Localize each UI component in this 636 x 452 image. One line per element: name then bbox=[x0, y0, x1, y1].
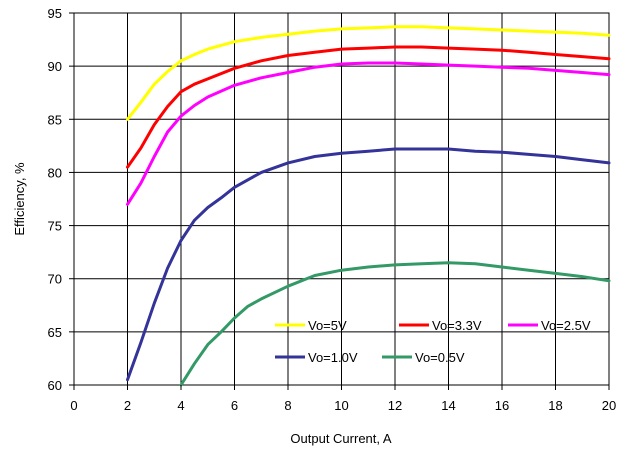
x-tick-label: 18 bbox=[548, 398, 562, 413]
grid-lines bbox=[74, 13, 609, 385]
plot-area: 0 2 4 6 8 10 12 14 16 18 20 60 65 70 75 80 85 90 95 bbox=[48, 6, 617, 413]
y-axis-ticks: 60 65 70 75 80 85 90 95 bbox=[48, 6, 74, 393]
legend-label: Vo=5V bbox=[308, 318, 347, 333]
series-lines bbox=[126, 25, 611, 387]
x-tick-label: 8 bbox=[284, 398, 291, 413]
y-tick-label: 85 bbox=[48, 112, 62, 127]
x-tick-label: 12 bbox=[388, 398, 402, 413]
y-tick-label: 90 bbox=[48, 59, 62, 74]
x-tick-label: 0 bbox=[70, 398, 77, 413]
x-tick-label: 6 bbox=[231, 398, 238, 413]
legend-label: Vo=0.5V bbox=[415, 350, 465, 365]
y-tick-label: 65 bbox=[48, 325, 62, 340]
series-line-3 bbox=[126, 61, 611, 206]
legend-label: Vo=3.3V bbox=[432, 318, 482, 333]
x-axis-label: Output Current, A bbox=[290, 431, 391, 446]
series-line-4 bbox=[126, 147, 611, 382]
y-axis-label: Efficiency, % bbox=[12, 162, 27, 236]
y-tick-label: 70 bbox=[48, 272, 62, 287]
legend: Vo=5V Vo=3.3V Vo=2.5V Vo=1.0V Vo=0.5V bbox=[275, 318, 591, 365]
x-tick-label: 16 bbox=[495, 398, 509, 413]
x-tick-label: 14 bbox=[441, 398, 455, 413]
x-axis-ticks: 0 2 4 6 8 10 12 14 16 18 20 bbox=[70, 385, 616, 413]
x-tick-label: 2 bbox=[124, 398, 131, 413]
x-tick-label: 10 bbox=[334, 398, 348, 413]
y-tick-label: 75 bbox=[48, 219, 62, 234]
series-line-2 bbox=[126, 45, 611, 169]
series-line-5 bbox=[179, 261, 611, 387]
y-tick-label: 95 bbox=[48, 6, 62, 21]
legend-label: Vo=1.0V bbox=[308, 350, 358, 365]
legend-label: Vo=2.5V bbox=[541, 318, 591, 333]
y-tick-label: 80 bbox=[48, 165, 62, 180]
x-tick-label: 20 bbox=[602, 398, 616, 413]
series-line-1 bbox=[126, 25, 611, 121]
y-tick-label: 60 bbox=[48, 378, 62, 393]
x-tick-label: 4 bbox=[177, 398, 184, 413]
